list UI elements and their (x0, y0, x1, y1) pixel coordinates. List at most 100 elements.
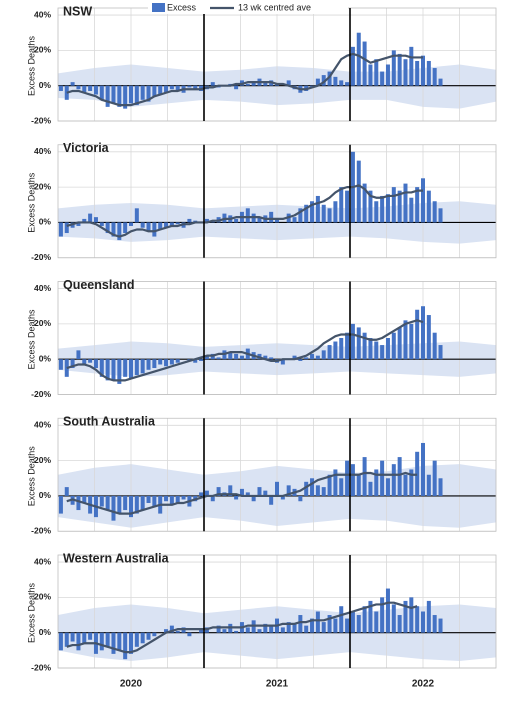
bar (58, 85, 63, 91)
bar (64, 487, 69, 496)
bar (181, 495, 186, 500)
bar (362, 457, 367, 496)
bar (327, 71, 332, 86)
bar (321, 487, 326, 496)
bar (403, 600, 408, 633)
y-tick-label: 40% (34, 146, 51, 156)
bar (362, 606, 367, 633)
bar (310, 478, 315, 496)
panel-title: South Australia (63, 415, 156, 429)
y-tick-label: 0% (39, 217, 52, 227)
bar (257, 217, 262, 223)
bar (251, 82, 256, 86)
bar (356, 32, 361, 86)
bar (298, 495, 303, 502)
bar (111, 495, 116, 521)
bar (426, 190, 431, 223)
bar (333, 341, 338, 360)
bar (187, 85, 192, 88)
bar (187, 632, 192, 637)
bar (105, 632, 110, 647)
bar (438, 208, 443, 223)
bar (263, 355, 268, 360)
bar (403, 183, 408, 223)
y-tick-label: 20% (34, 592, 51, 602)
bar (345, 82, 350, 86)
y-tick-label: -20% (31, 389, 51, 399)
bar (403, 320, 408, 360)
bar (158, 359, 163, 365)
bar (58, 632, 63, 651)
bar (76, 350, 81, 360)
bar (374, 611, 379, 633)
bar (263, 490, 268, 496)
bar (134, 208, 139, 223)
bar (58, 495, 63, 514)
bar (269, 211, 274, 223)
bar (286, 622, 291, 633)
average-line (66, 471, 418, 515)
bar (426, 60, 431, 86)
bar (193, 85, 198, 90)
bar (123, 632, 128, 660)
bar (82, 632, 87, 644)
bar (409, 469, 414, 496)
bar (117, 632, 122, 651)
bar (339, 338, 344, 360)
bar (169, 85, 174, 90)
bar (269, 625, 274, 633)
bar (380, 71, 385, 86)
y-tick-label: -20% (31, 662, 51, 672)
bar (385, 588, 390, 633)
bar (280, 627, 285, 633)
bar (421, 178, 425, 223)
bar (239, 488, 244, 496)
bar (152, 85, 157, 97)
bar (333, 618, 338, 633)
bar (315, 195, 320, 223)
bar (339, 187, 344, 223)
bar (169, 495, 174, 505)
bar (234, 353, 239, 360)
bar (350, 323, 355, 360)
bar (152, 632, 157, 637)
bar (397, 615, 402, 633)
bar (64, 632, 69, 647)
bar (134, 85, 139, 106)
bar (275, 218, 279, 223)
bar (368, 481, 373, 496)
bar (409, 323, 414, 360)
y-tick-label: 20% (34, 455, 51, 465)
bar (111, 222, 116, 237)
bar (298, 615, 303, 633)
bar (333, 76, 338, 86)
x-tick-label: 2022 (412, 679, 435, 690)
panel: -20% 0% 20% 40% Western Australia Excess Deat… (26, 551, 497, 690)
bar (280, 495, 285, 500)
bar (257, 487, 262, 496)
bar (298, 359, 303, 361)
plot-frame (57, 554, 497, 669)
bar (368, 600, 373, 633)
bar (397, 53, 402, 86)
bar (438, 78, 443, 86)
bar (280, 359, 285, 365)
bar (164, 495, 169, 502)
bar (93, 359, 98, 369)
bar (421, 55, 425, 86)
y-tick-label: 20% (34, 318, 51, 328)
y-tick-label: 40% (34, 283, 51, 293)
bar (70, 632, 75, 642)
bar (304, 357, 309, 360)
bar (169, 359, 174, 365)
bar (70, 82, 75, 86)
bar (304, 481, 309, 496)
bar (251, 495, 256, 502)
bar (432, 460, 437, 496)
bar (310, 201, 315, 223)
panel-title: Queensland (63, 278, 135, 292)
y-tick-label: 20% (34, 45, 51, 55)
bar (199, 629, 204, 633)
bar (140, 359, 145, 374)
